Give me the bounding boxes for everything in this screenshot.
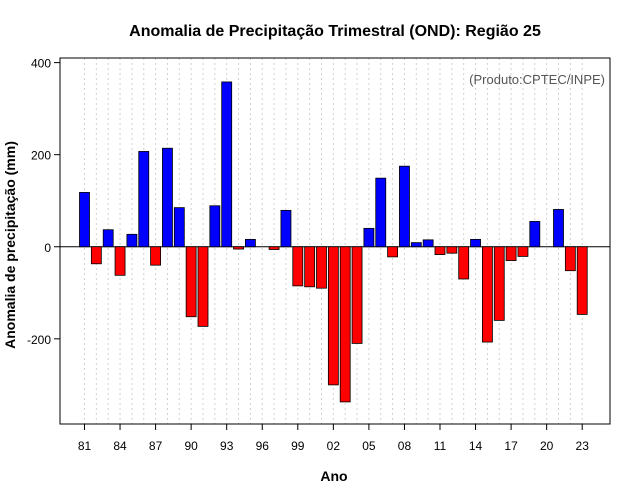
- bar-23: [576, 246, 588, 315]
- bar-10: [422, 239, 434, 248]
- y-tick-label: 400: [31, 57, 51, 71]
- x-tick-label: 17: [504, 439, 518, 453]
- bar-02: [327, 246, 339, 386]
- bar-83: [102, 229, 114, 248]
- bar-14: [470, 238, 481, 248]
- bar-15: [481, 246, 493, 343]
- bar-18: [517, 246, 529, 257]
- bar-86: [138, 151, 150, 248]
- bar-94: [233, 246, 244, 250]
- bar-97: [268, 246, 280, 250]
- x-tick-label: 08: [398, 439, 412, 453]
- bars: [79, 81, 588, 403]
- bar-81: [79, 192, 90, 248]
- x-tick-label: 02: [327, 439, 341, 453]
- x-tick-label: 87: [149, 439, 163, 453]
- x-tick-label: 81: [78, 439, 92, 453]
- bar-90: [185, 246, 197, 318]
- bar-05: [363, 227, 375, 248]
- bar-09: [410, 242, 422, 248]
- bar-98: [280, 209, 292, 248]
- x-tick-label: 11: [434, 439, 447, 453]
- x-tick-label: 84: [113, 439, 127, 453]
- bar-84: [114, 246, 126, 276]
- bar-11: [434, 246, 446, 255]
- bar-88: [162, 147, 173, 248]
- x-tick-label: 99: [291, 439, 305, 453]
- y-tick-label: -200: [27, 333, 51, 347]
- bar-12: [446, 246, 458, 254]
- x-tick-label: 14: [469, 439, 483, 453]
- y-axis: -200 0 200 400: [27, 57, 60, 347]
- bar-16: [493, 246, 505, 321]
- bar-08: [399, 165, 410, 248]
- x-axis: 81 84 87 90 93 96 99 02 05 08 11 14 17 20 23: [78, 424, 589, 453]
- bar-82: [90, 246, 102, 265]
- bar-04: [351, 246, 363, 344]
- bar-13: [458, 246, 470, 280]
- x-tick-label: 93: [220, 439, 234, 453]
- bar-06: [375, 177, 387, 248]
- plot-frame: [59, 57, 611, 425]
- bar-01: [316, 246, 327, 289]
- bar-22: [564, 246, 576, 272]
- bar-99: [292, 246, 304, 287]
- y-tick-label: 200: [31, 149, 51, 163]
- bar-95: [244, 238, 256, 248]
- bar-87: [150, 246, 162, 266]
- x-tick-label: 23: [576, 439, 590, 453]
- bar-03: [339, 246, 351, 403]
- x-tick-label: 90: [184, 439, 198, 453]
- bar-89: [173, 207, 185, 248]
- chart-title: Anomalia de Precipitação Trimestral (OND…: [129, 23, 541, 40]
- y-tick-label: 0: [44, 241, 51, 255]
- bar-91: [197, 246, 209, 327]
- y-axis-label: Anomalia de precipitação (mm): [2, 141, 18, 349]
- x-axis-label: Ano: [320, 468, 347, 484]
- bar-07: [387, 246, 399, 258]
- x-tick-label: 20: [540, 439, 554, 453]
- grid-lines: [84, 58, 583, 424]
- bar-17: [505, 246, 517, 261]
- bar-93: [221, 81, 233, 248]
- bar-85: [126, 233, 138, 248]
- credit-label: (Produto:CPTEC/INPE): [469, 72, 605, 87]
- bar-92: [209, 205, 221, 248]
- x-tick-label: 05: [362, 439, 376, 453]
- bar-21: [553, 209, 564, 248]
- bar-19: [529, 221, 541, 248]
- bar-00: [304, 246, 316, 288]
- x-tick-label: 96: [256, 439, 270, 453]
